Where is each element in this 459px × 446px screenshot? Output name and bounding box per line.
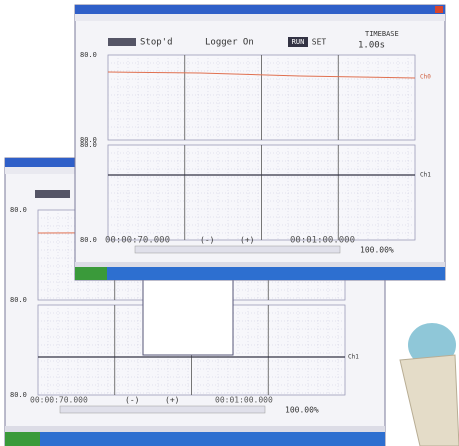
device-body [400,355,459,446]
y-label: 80.0 [10,391,27,399]
footer-minus: (-) [125,396,139,405]
status-bar [75,262,445,267]
footer-start: 00:00:70.000 [30,396,88,405]
channel-label: Ch0 [420,74,431,81]
menu-bar [75,14,445,21]
toolbar-buttons [108,38,136,46]
timebase-label: TIMEBASE [365,30,399,38]
logger: Logger On [205,38,254,48]
scroll-bar [135,246,340,253]
screenshot-collage: 80.0 80.0 80.0 Ch1 00:00:70.000 (-) (+) 00:01:0… [0,0,459,446]
close-button [435,6,443,13]
footer-zoom: 100.00% [285,406,319,415]
timebase: 1.00s [358,41,385,51]
start-button [5,432,40,446]
channel-label: Ch1 [420,172,431,179]
title-bar [75,5,445,14]
footer-start: 00:00:70.000 [105,236,170,246]
taskbar [5,432,385,446]
start-button [75,267,107,280]
y-label: 80.0 [80,236,97,244]
dialog [143,272,233,355]
footer-end: 00:01:00.000 [290,236,355,246]
run: RUN [292,38,305,46]
status-bar [5,426,385,432]
channel-label: Ch1 [348,354,359,361]
footer-plus: (+) [165,396,179,405]
toolbar-buttons [35,190,70,198]
y-label: 80.0 [10,296,27,304]
footer-minus: (-) [200,236,214,245]
status: Stop'd [140,38,173,48]
set: SET [312,38,327,47]
footer-end: 00:01:00.000 [215,396,273,405]
y-label: 80.0 [80,141,97,149]
y-label: 80.0 [10,206,27,214]
footer-plus: (+) [240,236,254,245]
taskbar [75,267,445,280]
scroll-bar [60,406,265,413]
footer-zoom: 100.00% [360,246,394,255]
y-label: 80.0 [80,51,97,59]
